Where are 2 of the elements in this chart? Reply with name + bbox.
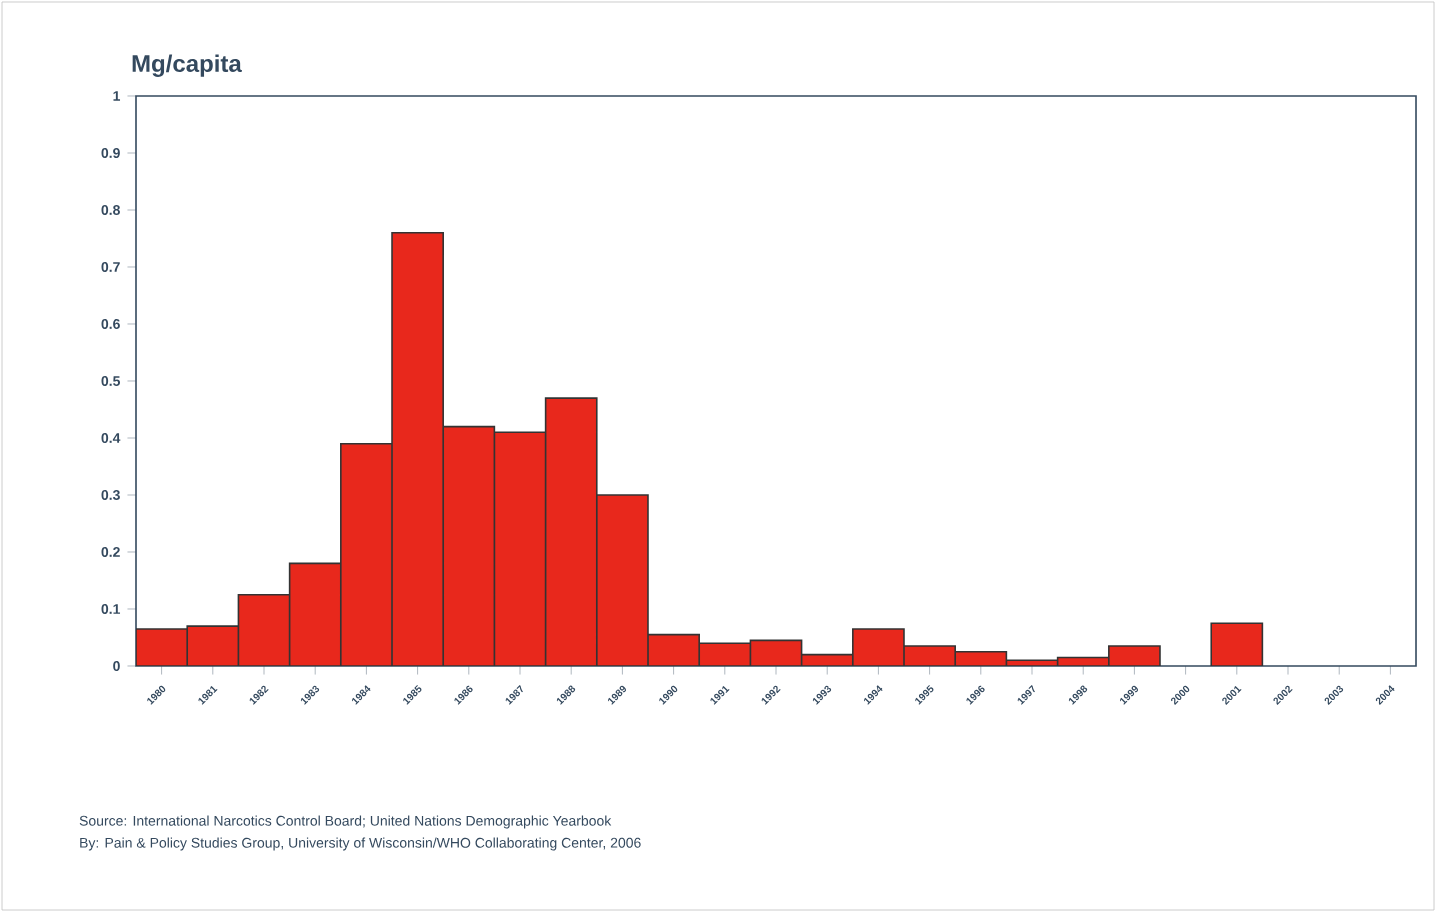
y-axis-title: Mg/capita xyxy=(132,54,242,77)
bar xyxy=(1210,622,1264,666)
